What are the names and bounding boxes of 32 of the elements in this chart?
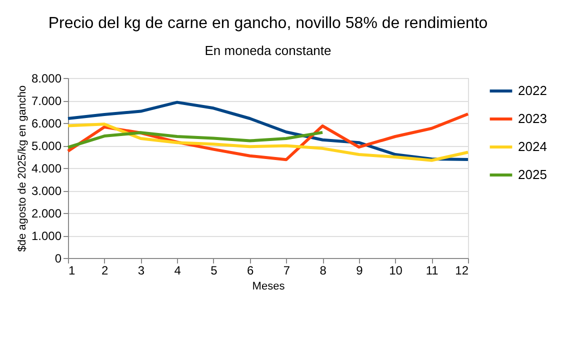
- x-tick-label: 10: [389, 264, 403, 278]
- x-tick-label: 1: [68, 264, 76, 278]
- y-tick-label: 1.000: [31, 229, 62, 243]
- y-tick-label: 2.000: [31, 206, 62, 220]
- y-tick-label: 4.000: [31, 162, 62, 176]
- x-tick-label: 7: [283, 264, 290, 278]
- y-axis-title: $de agosto de 2025/kg en gancho: [16, 85, 28, 252]
- y-tick-label: 7.000: [31, 94, 62, 108]
- x-tick-label: 5: [210, 264, 218, 278]
- chart-title: Precio del kg de carne en gancho, novillo 58% de rendimiento: [48, 15, 488, 32]
- chart-subtitle: En moneda constante: [204, 43, 332, 58]
- x-tick-label: 6: [246, 264, 254, 278]
- legend-label: 2022: [518, 83, 547, 98]
- x-axis-title: Meses: [252, 280, 286, 292]
- y-tick-label: 5.000: [31, 139, 62, 153]
- line-series: [66, 100, 470, 161]
- x-tick-label: 2: [102, 264, 109, 278]
- y-tick-label: 0: [54, 252, 62, 266]
- x-tick-label: 12: [455, 264, 469, 278]
- x-tick-label: 9: [356, 264, 364, 278]
- y-tick-label: 8.000: [31, 72, 62, 86]
- line-series: [66, 122, 470, 162]
- x-tick-label: 3: [138, 264, 145, 278]
- x-tick-label: 4: [174, 264, 182, 278]
- y-tick-label: 6.000: [31, 116, 62, 130]
- legend-label: 2024: [518, 139, 547, 154]
- x-tick-label: 11: [426, 264, 439, 278]
- line-series: [66, 130, 324, 149]
- x-tick-label: 8: [320, 264, 327, 278]
- legend-label: 2023: [518, 111, 547, 126]
- legend-label: 2025: [518, 167, 547, 182]
- y-tick-label: 3.000: [31, 184, 62, 198]
